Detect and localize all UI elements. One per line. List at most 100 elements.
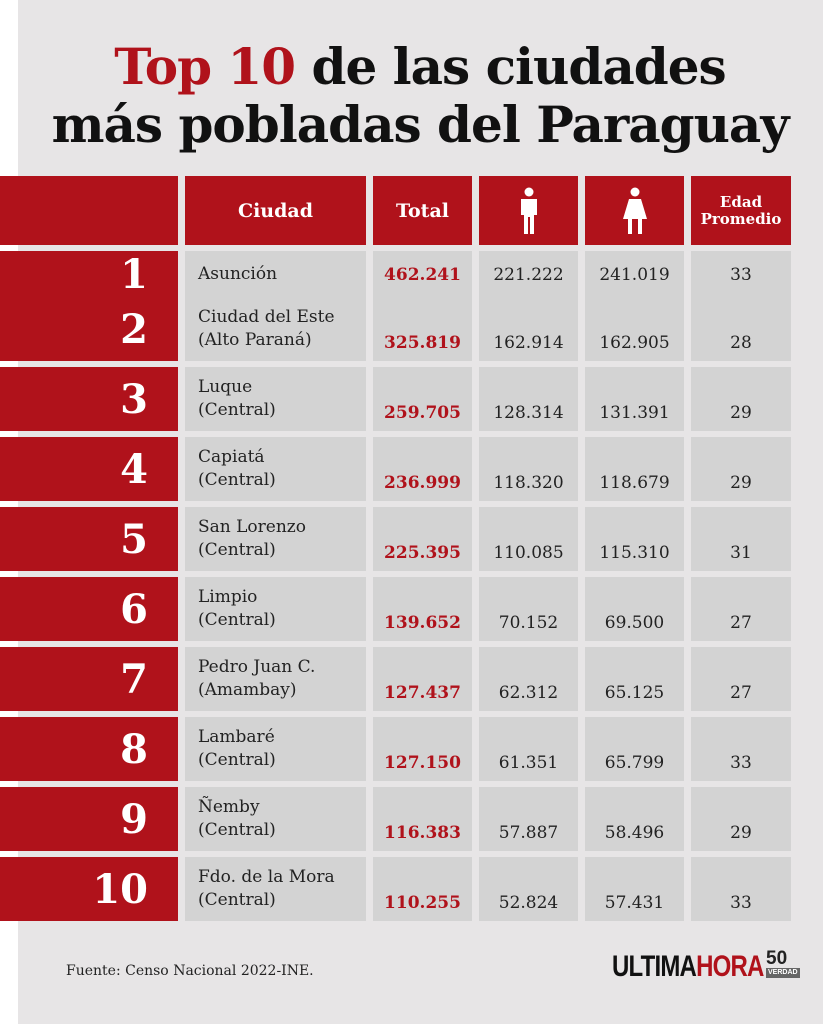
city-name: San Lorenzo [198, 517, 306, 537]
female-cell: 118.679 [585, 437, 684, 501]
rank-number: 9 [120, 795, 148, 843]
rank-number: 5 [120, 515, 148, 563]
cities-table: Ciudad Total Edad Promedio 1 Asunción 462.… [0, 176, 800, 927]
table-row: 1 Asunción 462.241 221.222 241.019 33 [0, 251, 800, 298]
badge-text: VERDAD [766, 968, 800, 978]
city-department: (Central) [198, 470, 276, 490]
table-row: 5 San Lorenzo (Central) 225.395 110.085 115.3… [0, 507, 800, 571]
total-cell: 325.819 [373, 297, 472, 361]
male-value: 57.887 [498, 823, 559, 843]
total-value: 110.255 [384, 893, 461, 913]
anniversary-badge: 50 VERDAD [766, 948, 800, 978]
female-value: 118.679 [599, 473, 670, 493]
page-title: Top 10 de las ciudades más pobladas del … [0, 38, 840, 154]
female-cell: 69.500 [585, 577, 684, 641]
total-cell: 236.999 [373, 437, 472, 501]
city-name: Ñemby [198, 797, 260, 817]
source-note: Fuente: Censo Nacional 2022-INE. [66, 963, 314, 979]
female-value: 65.125 [604, 683, 665, 703]
female-cell: 65.125 [585, 647, 684, 711]
age-cell: 29 [691, 367, 791, 431]
city-cell: Asunción [185, 251, 366, 298]
age-cell: 27 [691, 647, 791, 711]
rank-cell: 3 [0, 367, 178, 431]
table-row: 9 Ñemby (Central) 116.383 57.887 58.496 29 [0, 787, 800, 851]
male-value: 162.914 [493, 333, 564, 353]
city-cell: Pedro Juan C. (Amambay) [185, 647, 366, 711]
logo-part2: HORA [696, 950, 764, 983]
age-value: 28 [730, 333, 752, 353]
rank-number: 10 [92, 865, 148, 913]
rank-cell: 10 [0, 857, 178, 921]
female-value: 57.431 [604, 893, 665, 913]
total-value: 127.150 [384, 753, 461, 773]
rank-number: 2 [120, 305, 148, 353]
age-value: 33 [730, 264, 752, 285]
city-name: Lambaré [198, 727, 275, 747]
city-cell: Ñemby (Central) [185, 787, 366, 851]
age-value: 29 [730, 823, 752, 843]
age-cell: 28 [691, 297, 791, 361]
table-header: Ciudad Total Edad Promedio [0, 176, 800, 245]
city-name: Limpio [198, 587, 258, 607]
city-cell: Fdo. de la Mora (Central) [185, 857, 366, 921]
total-cell: 225.395 [373, 507, 472, 571]
age-value: 33 [730, 753, 752, 773]
male-cell: 118.320 [479, 437, 578, 501]
city-name: Ciudad del Este [198, 307, 335, 327]
total-value: 116.383 [384, 823, 461, 843]
rank-cell: 4 [0, 437, 178, 501]
age-cell: 33 [691, 717, 791, 781]
total-cell: 127.150 [373, 717, 472, 781]
badge-number: 50 [766, 948, 788, 969]
male-value: 221.222 [493, 264, 564, 285]
female-header [585, 176, 684, 245]
title-line2: más pobladas del Paraguay [51, 95, 790, 154]
age-cell: 29 [691, 787, 791, 851]
total-value: 127.437 [384, 683, 461, 703]
table-row: 4 Capiatá (Central) 236.999 118.320 118.679 29 [0, 437, 800, 501]
female-cell: 58.496 [585, 787, 684, 851]
man-icon [520, 187, 537, 234]
male-value: 118.320 [493, 473, 564, 493]
city-name: Pedro Juan C. [198, 657, 316, 677]
male-value: 62.312 [498, 683, 559, 703]
city-cell: Lambaré (Central) [185, 717, 366, 781]
total-cell: 110.255 [373, 857, 472, 921]
total-value: 259.705 [384, 403, 461, 423]
city-department: (Central) [198, 890, 276, 910]
rank-header [0, 176, 178, 245]
logo-part1: ULTIMA [612, 950, 697, 983]
city-name: Luque [198, 377, 253, 397]
female-value: 58.496 [604, 823, 665, 843]
city-cell: Ciudad del Este (Alto Paraná) [185, 297, 366, 361]
male-header [479, 176, 578, 245]
total-cell: 462.241 [373, 251, 472, 298]
table-row: 6 Limpio (Central) 139.652 70.152 69.500 27 [0, 577, 800, 641]
table-row: 7 Pedro Juan C. (Amambay) 127.437 62.312 65.1… [0, 647, 800, 711]
age-header: Edad Promedio [691, 176, 791, 245]
table-row: 3 Luque (Central) 259.705 128.314 131.391 29 [0, 367, 800, 431]
total-value: 139.652 [384, 613, 461, 633]
age-value: 33 [730, 893, 752, 913]
male-cell: 57.887 [479, 787, 578, 851]
rank-number: 3 [120, 375, 148, 423]
age-value: 27 [730, 613, 752, 633]
city-department: (Amambay) [198, 680, 297, 700]
male-cell: 110.085 [479, 507, 578, 571]
total-cell: 127.437 [373, 647, 472, 711]
city-department: (Central) [198, 750, 276, 770]
ultimahora-logo: ULTIMAHORA [612, 950, 764, 984]
rank-number: 6 [120, 585, 148, 633]
female-value: 241.019 [599, 264, 670, 285]
female-cell: 57.431 [585, 857, 684, 921]
city-header: Ciudad [185, 176, 366, 245]
city-department: (Central) [198, 820, 276, 840]
rank-number: 4 [120, 445, 148, 493]
female-cell: 65.799 [585, 717, 684, 781]
table-row: 2 Ciudad del Este (Alto Paraná) 325.819 162.… [0, 297, 800, 361]
city-name: Capiatá [198, 447, 265, 467]
female-value: 131.391 [599, 403, 670, 423]
total-header: Total [373, 176, 472, 245]
female-cell: 162.905 [585, 297, 684, 361]
